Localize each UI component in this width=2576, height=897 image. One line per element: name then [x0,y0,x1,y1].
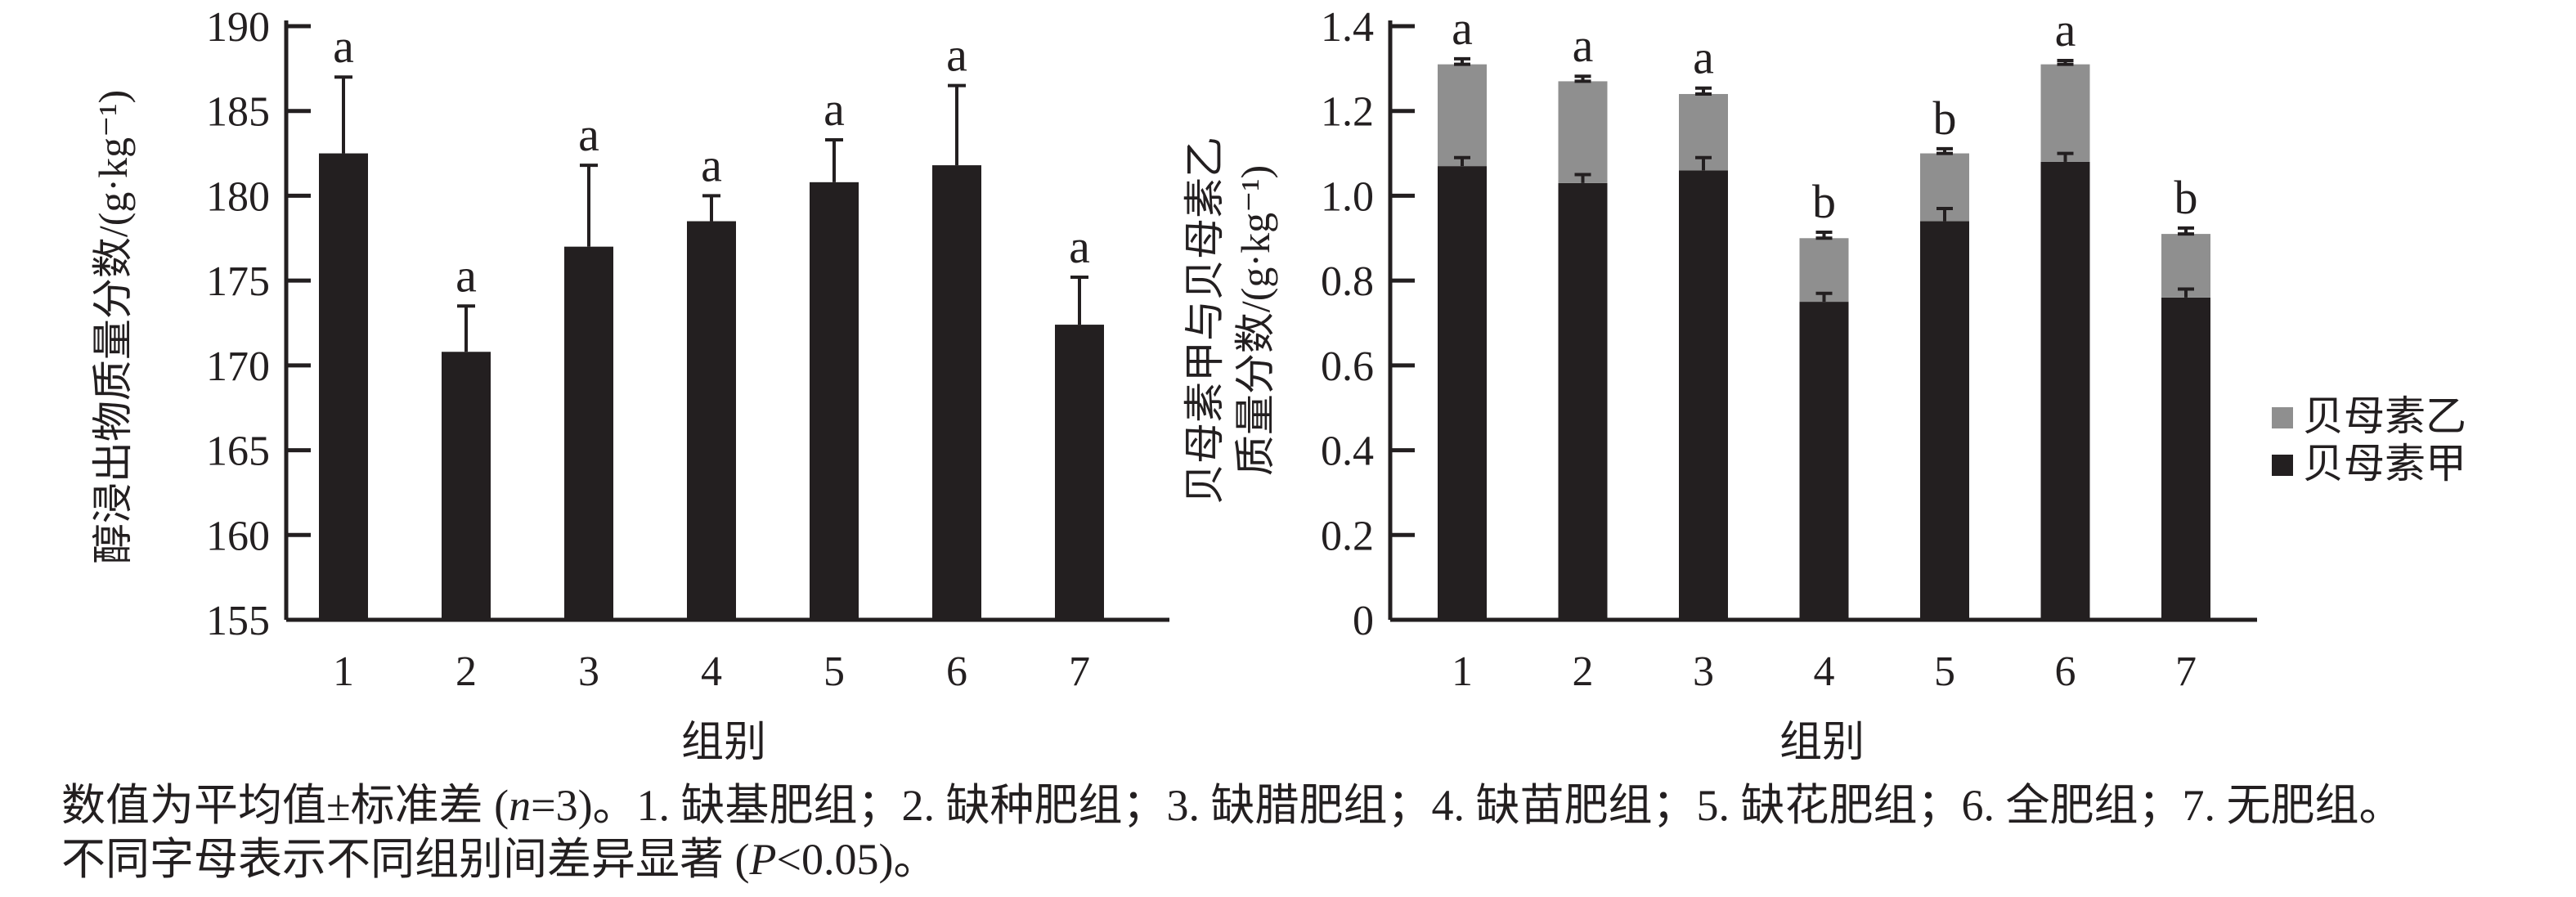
x-tick-label: 4 [701,648,722,695]
sig-letter: a [1573,19,1594,72]
caption-line-1: 数值为平均值±标准差 (n=3)。1. 缺基肥组；2. 缺种肥组；3. 缺腊肥组… [61,778,2556,832]
sig-letter: b [1812,175,1836,228]
legend-swatch [2272,455,2293,476]
y-tick-label: 0 [1353,598,1374,644]
caption-italic-n: n [509,781,532,830]
legend-swatch [2272,407,2293,428]
y-axis-title: 醇浸出物质量分数/(g·kg⁻¹) [90,90,136,564]
caption-text: 不同字母表示不同组别间差异显著 ( [61,835,750,884]
bar-segment-yi [1799,238,1849,303]
caption-line-2: 不同字母表示不同组别间差异显著 (P<0.05)。 [61,832,2556,886]
bar-segment-jia [2040,161,2090,620]
caption-text: <0.05)。 [776,835,938,884]
y-tick-label: 170 [206,343,270,390]
bar-segment-jia [1799,302,1849,620]
sig-letter: a [2055,3,2076,56]
bar-segment-jia [1438,166,1487,621]
y-tick-label: 165 [206,428,270,475]
x-tick-label: 7 [1069,648,1090,695]
bar-segment-yi [2161,234,2210,298]
sig-letter: a [946,29,967,82]
sig-letter: b [1933,92,1957,145]
bar-segment-yi [2040,64,2090,162]
x-tick-label: 3 [1693,648,1714,695]
bar [442,352,491,620]
x-tick-label: 6 [946,648,967,695]
bar-segment-jia [1679,170,1728,621]
x-axis-title: 组别 [1779,720,1865,766]
x-tick-label: 2 [1573,648,1594,695]
sig-letter: a [1693,31,1714,84]
y-tick-label: 0.4 [1321,428,1374,475]
sig-letter: b [2174,171,2198,224]
y-tick-label: 185 [206,89,270,136]
x-axis-title: 组别 [681,720,766,766]
caption-text: 数值为平均值±标准差 ( [61,781,509,830]
bar [810,182,859,620]
y-tick-label: 0.6 [1321,343,1374,390]
legend-label: 贝母素乙 [2303,393,2466,439]
bar-segment-yi [1438,64,1487,167]
bar-segment-yi [1558,81,1608,183]
bar [932,165,981,620]
y-tick-label: 180 [206,173,270,220]
x-tick-label: 5 [1934,648,1955,695]
x-tick-label: 5 [824,648,845,695]
sig-letter: a [578,108,599,161]
bar [319,153,368,621]
y-tick-label: 0.2 [1321,513,1374,559]
x-tick-label: 1 [1452,648,1473,695]
y-axis-title: 贝母素甲与贝母素乙 [1182,137,1227,505]
sig-letter: a [824,83,845,136]
figure-caption: 数值为平均值±标准差 (n=3)。1. 缺基肥组；2. 缺种肥组；3. 缺腊肥组… [61,778,2556,886]
x-tick-label: 6 [2055,648,2076,695]
x-tick-label: 4 [1814,648,1835,695]
caption-italic-p: P [749,835,777,884]
y-tick-label: 160 [206,513,270,559]
y-tick-label: 155 [206,598,270,644]
x-tick-label: 7 [2175,648,2197,695]
sig-letter: a [1452,2,1473,55]
sig-letter: a [456,249,477,302]
sig-letter: a [701,138,722,191]
x-tick-label: 2 [456,648,477,695]
bar-segment-jia [2161,297,2210,620]
caption-text: =3)。1. 缺基肥组；2. 缺种肥组；3. 缺腊肥组；4. 缺苗肥组；5. 缺… [531,781,2403,830]
bar [1055,325,1104,620]
legend-label: 贝母素甲 [2303,441,2466,487]
sig-letter: a [333,20,354,73]
bar-segment-jia [1920,221,1969,620]
bar [687,221,736,620]
y-tick-label: 1.2 [1321,89,1374,136]
y-axis-title: 质量分数/(g·kg⁻¹) [1232,165,1278,476]
y-tick-label: 1.4 [1321,4,1374,51]
y-tick-label: 175 [206,258,270,305]
bar [564,246,613,620]
y-tick-label: 0.8 [1321,258,1374,305]
sig-letter: a [1069,220,1090,273]
y-tick-label: 190 [206,4,270,51]
x-tick-label: 1 [333,648,354,695]
bar-segment-jia [1558,182,1608,620]
y-tick-label: 1.0 [1321,173,1374,220]
x-tick-label: 3 [578,648,599,695]
